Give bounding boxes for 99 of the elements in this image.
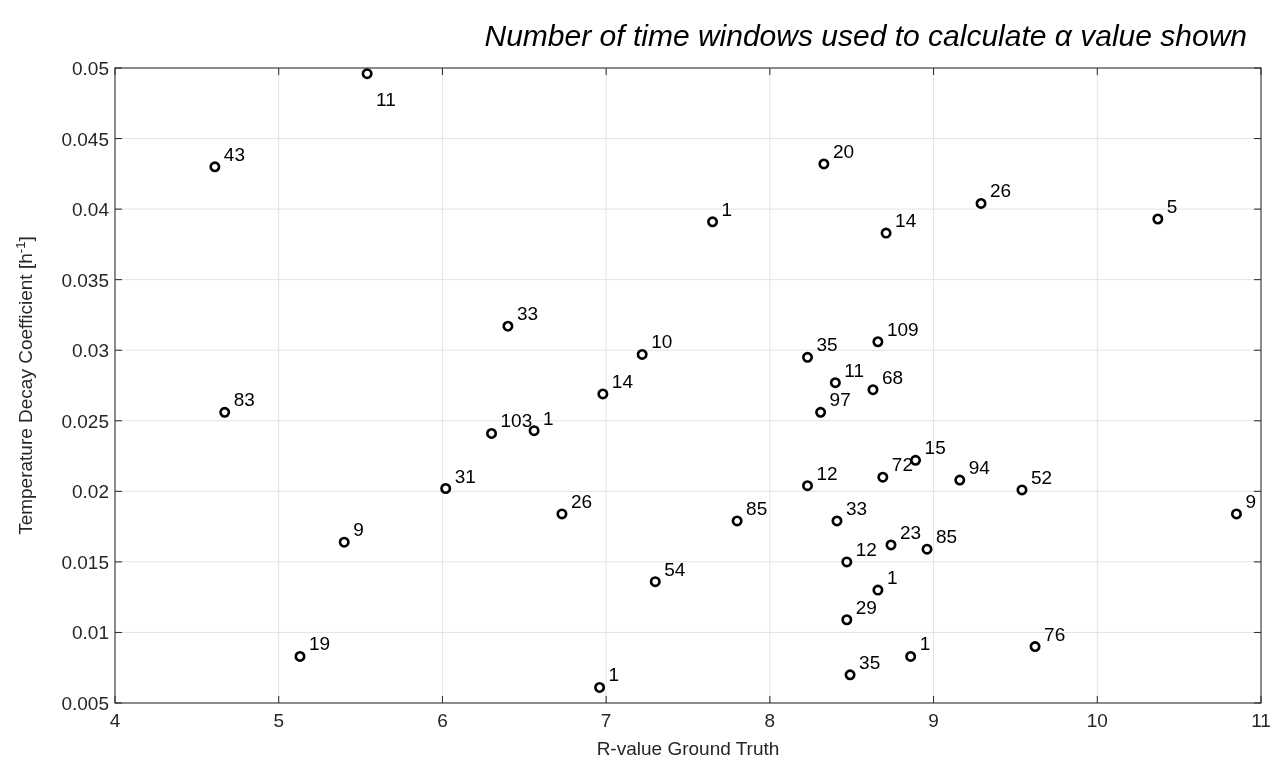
point: [440, 483, 452, 494]
point: [954, 474, 966, 486]
point: [1152, 213, 1164, 225]
annotation: 109: [886, 318, 919, 340]
point: [1016, 484, 1028, 496]
annotation: 85: [936, 526, 958, 548]
annotation: 1: [608, 664, 620, 686]
point: [844, 669, 856, 681]
annotation: 54: [664, 558, 686, 580]
point: [707, 216, 719, 228]
point: [818, 158, 830, 170]
annotation: 14: [895, 210, 917, 232]
x-tick-label: 9: [928, 710, 939, 731]
annotation: 23: [900, 521, 922, 543]
point: [802, 351, 814, 363]
point: [1029, 641, 1041, 653]
annotation: 33: [516, 303, 539, 325]
annotation: 33: [845, 497, 868, 519]
annotation: 43: [223, 143, 246, 165]
annotation: 52: [1030, 466, 1053, 488]
point: [831, 515, 843, 527]
annotation: 97: [829, 389, 851, 411]
annotation: 9: [1245, 490, 1257, 512]
point: [556, 508, 568, 520]
point: [338, 536, 350, 548]
y-tick-label: 0.01: [72, 622, 109, 644]
point: [975, 197, 987, 209]
annotation: 85: [746, 497, 768, 519]
point: [877, 471, 889, 483]
point: [841, 556, 853, 568]
annotation: 12: [816, 462, 838, 484]
point: [294, 650, 306, 662]
point: [486, 427, 498, 439]
point: [841, 614, 853, 626]
point: [1230, 508, 1242, 520]
annotation: 1: [919, 633, 931, 655]
annotation: 68: [882, 366, 904, 388]
x-tick-label: 4: [109, 710, 121, 731]
point: [872, 336, 884, 348]
y-tick-label: 0.005: [61, 693, 109, 714]
annotation: 94: [968, 457, 991, 479]
point: [815, 406, 827, 418]
annotation: 72: [891, 454, 913, 476]
point: [921, 543, 933, 555]
point: [905, 650, 917, 662]
y-tick-label: 0.045: [61, 128, 109, 150]
annotation: 31: [454, 465, 476, 487]
annotation: 35: [859, 651, 881, 673]
annotation: 26: [990, 180, 1012, 202]
annotation: 12: [855, 538, 877, 560]
annotation: 29: [855, 596, 877, 618]
point: [885, 539, 897, 551]
y-tick-label: 0.025: [61, 410, 109, 432]
x-tick-label: 11: [1251, 710, 1271, 731]
chart-title: Number of time windows used to calculate α value shown: [484, 19, 1247, 52]
annotation: 11: [844, 359, 865, 381]
y-tick-label: 0.03: [72, 340, 109, 362]
annotation: 9: [353, 519, 364, 541]
annotation: 26: [570, 490, 593, 512]
y-tick-label: 0.035: [61, 269, 109, 291]
point: [636, 348, 648, 360]
point: [209, 161, 221, 173]
annotation: 11: [376, 88, 396, 110]
point: [731, 515, 743, 527]
point: [867, 384, 879, 396]
x-axis-title: R-value Ground Truth: [596, 738, 780, 759]
annotation: 35: [816, 334, 838, 356]
annotation: 20: [832, 140, 855, 162]
annotation: 83: [233, 389, 255, 411]
x-tick-label: 6: [437, 710, 448, 731]
annotation: 15: [924, 437, 946, 459]
x-tick-label: 7: [600, 710, 612, 731]
annotation: 10: [651, 331, 673, 353]
x-tick-label: 5: [273, 710, 284, 731]
point: [649, 576, 661, 588]
annotation: 5: [1166, 195, 1178, 217]
annotation: 1: [543, 407, 554, 429]
annotation: 14: [611, 370, 634, 392]
y-tick-label: 0.05: [72, 58, 109, 79]
y-tick-label: 0.02: [72, 481, 109, 503]
annotation: 76: [1044, 623, 1066, 645]
point: [597, 388, 609, 400]
annotation: 1: [721, 198, 733, 220]
point: [219, 406, 231, 418]
point: [872, 584, 884, 596]
point: [528, 425, 540, 437]
point: [594, 681, 606, 693]
y-tick-label: 0.04: [72, 199, 110, 221]
point: [880, 227, 892, 239]
point: [502, 320, 514, 332]
annotation: 1: [886, 567, 898, 589]
point: [802, 480, 814, 492]
point: [829, 377, 841, 389]
x-tick-label: 8: [764, 710, 776, 731]
y-tick-label: 0.015: [61, 551, 109, 573]
annotation: 103: [500, 410, 533, 432]
point: [361, 68, 373, 80]
x-tick-label: 10: [1086, 710, 1108, 731]
annotation: 19: [309, 633, 331, 655]
